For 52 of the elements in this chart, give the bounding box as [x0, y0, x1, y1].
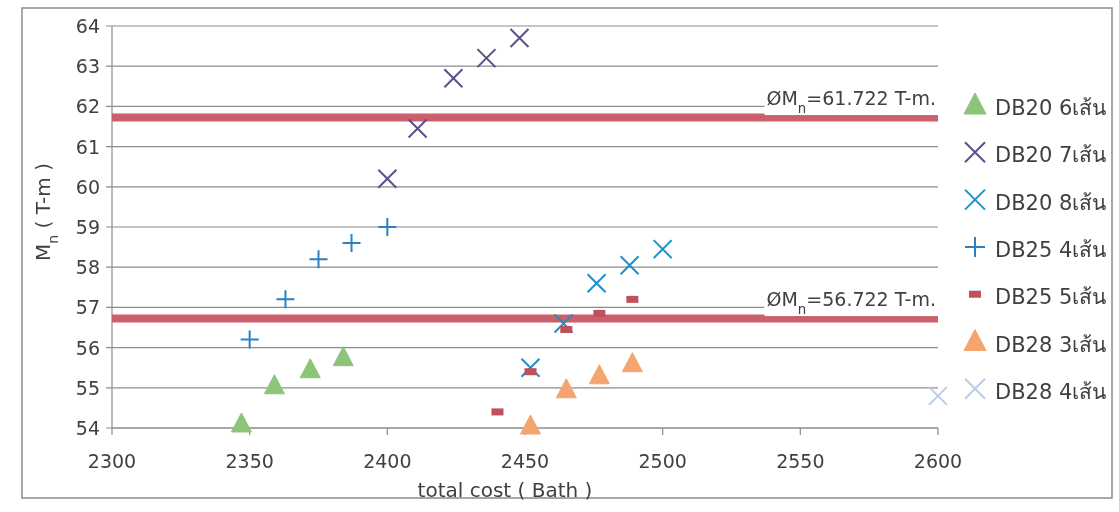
point	[443, 68, 464, 89]
legend-label: DB20 7เส้น	[995, 143, 1107, 168]
legend-label: DB25 5เส้น	[995, 285, 1107, 310]
point	[652, 239, 673, 260]
point	[299, 358, 321, 379]
y-tick-label: 55	[75, 376, 100, 399]
point	[308, 249, 329, 270]
ref-line-label: ØM$_{n}$=56.722 T-m.	[766, 287, 936, 317]
y-tick-label: 56	[75, 336, 100, 359]
ref-line-label: ØM$_{n}$=61.722 T-m.	[766, 86, 936, 116]
point	[275, 289, 296, 310]
x-tick-label: 2400	[363, 450, 412, 472]
point	[377, 217, 398, 237]
x-tick-label: 2550	[776, 450, 825, 472]
y-tick-label: 54	[75, 417, 100, 439]
point	[520, 414, 542, 435]
point	[263, 374, 285, 395]
y-tick-label: 57	[75, 296, 100, 319]
y-tick-label: 63	[75, 55, 100, 78]
point	[928, 385, 948, 406]
point	[377, 168, 398, 189]
x-tick-label: 2500	[638, 450, 687, 472]
point	[553, 313, 574, 334]
legend-label: DB28 4เส้น	[995, 379, 1107, 404]
y-tick-label: 62	[75, 95, 100, 118]
point	[586, 273, 607, 294]
y-tick-label: 58	[75, 256, 100, 279]
y-tick-label: 59	[75, 216, 100, 238]
y-tick-label: 60	[75, 175, 100, 198]
legend-label: DB20 8เส้น	[995, 190, 1107, 215]
x-tick-label: 2300	[87, 450, 137, 472]
legend-label: DB20 6เส้น	[995, 96, 1107, 120]
point	[588, 364, 610, 385]
point	[621, 352, 643, 373]
point	[509, 28, 530, 49]
point	[341, 233, 362, 254]
x-axis-title: total cost ( Bath )	[417, 478, 593, 502]
point	[476, 48, 497, 69]
x-tick-label: 2350	[225, 450, 274, 472]
x-tick-label: 2600	[913, 450, 963, 472]
y-tick-label: 61	[75, 135, 100, 158]
point	[407, 118, 428, 139]
point	[555, 378, 577, 399]
x-tick-label: 2450	[500, 450, 550, 472]
point	[619, 255, 640, 276]
y-tick-label: 64	[75, 15, 100, 37]
legend-label: DB25 4เส้น	[995, 237, 1107, 262]
point	[520, 357, 541, 378]
point	[230, 412, 252, 433]
point	[332, 346, 354, 367]
point	[239, 329, 260, 350]
legend-label: DB28 3เส้น	[995, 332, 1107, 357]
